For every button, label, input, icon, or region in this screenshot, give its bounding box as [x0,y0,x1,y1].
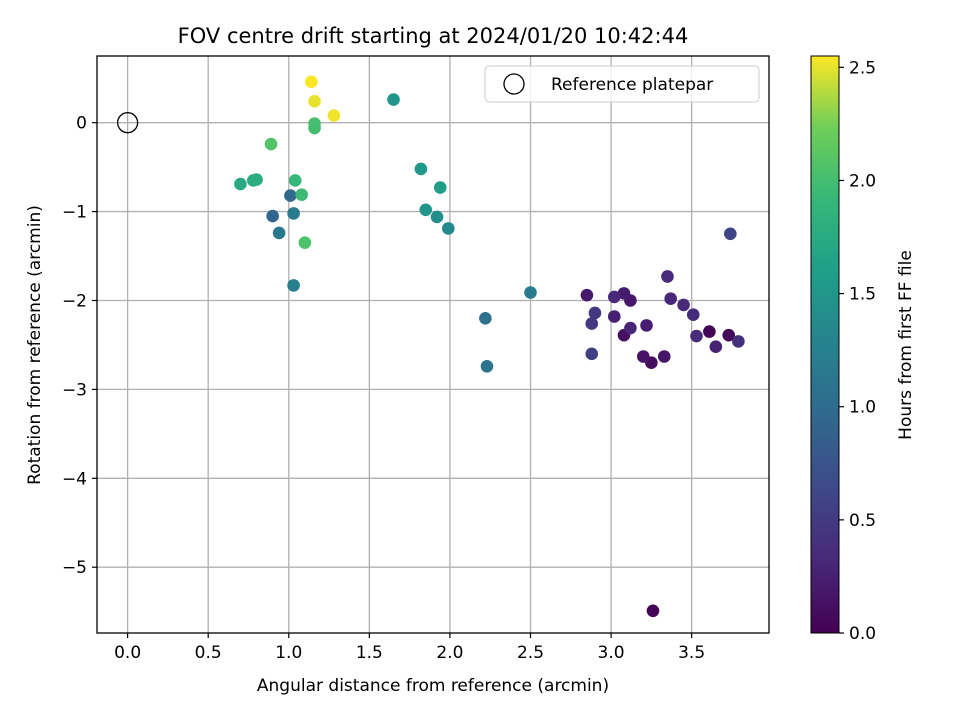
data-point [433,181,447,194]
data-point [442,222,455,235]
data-point [607,310,621,323]
data-point [288,174,302,187]
x-tick-label: 1.5 [356,643,383,663]
data-point [690,329,703,343]
x-tick-label: 0.0 [114,643,141,663]
x-tick-label: 0.5 [195,643,222,663]
x-tick-label: 2.5 [517,643,544,663]
colorbar: 0.0 0.5 1.0 1.5 2.0 2.5 Hours from first FF f… [810,55,916,644]
data-point [640,319,653,332]
colorbar-tick-label: 2.0 [849,171,876,191]
y-tick-label: 0 [76,114,87,134]
data-point [588,306,602,320]
data-point [308,121,321,135]
data-point [646,604,660,618]
data-point [637,350,650,363]
data-point [295,188,308,201]
data-point [524,286,537,299]
x-tick-label: 3.0 [598,643,625,663]
legend: Reference platepar [484,65,760,103]
data-point [686,308,700,322]
data-point [624,321,637,335]
data-point [305,75,318,89]
colorbar-label: Hours from first FF file [896,250,916,440]
data-point [580,288,594,302]
data-point [677,298,690,312]
y-axis: 0 −1 −2 −3 −4 −5 [62,114,97,578]
x-tick-label: 1.0 [275,643,302,663]
y-axis-label: Rotation from reference (arcmin) [25,205,45,485]
data-point [266,209,279,223]
data-point [732,335,745,348]
data-point [724,227,737,241]
x-axis: 0.0 0.5 1.0 1.5 2.0 2.5 3.0 3.5 [114,633,705,663]
reference-platepar-point [116,112,139,134]
data-point [722,328,736,342]
colorbar-tick-label: 2.5 [849,58,876,78]
colorbar-tick-label: 1.5 [849,285,876,305]
data-point [480,359,494,373]
data-point [387,93,400,106]
colorbar-ticks: 0.0 0.5 1.0 1.5 2.0 2.5 [839,58,876,644]
colorbar-tick-label: 0.0 [849,624,876,644]
legend-box [484,65,760,103]
data-point [430,210,444,224]
x-tick-label: 2.0 [436,643,463,663]
data-point [272,226,286,240]
y-tick-label: −3 [62,380,87,400]
data-point [607,290,621,304]
data-point [479,311,492,325]
colorbar-tick-label: 1.0 [849,398,876,418]
x-tick-label: 3.5 [678,643,705,663]
colorbar-gradient [810,55,840,634]
data-point [327,109,341,122]
data-point [298,236,312,250]
data-point [414,162,428,176]
legend-marker-reference [503,73,525,95]
data-point [287,207,300,220]
data-point [308,95,321,108]
colorbar-tick-label: 0.5 [849,511,876,531]
chart-title: FOV centre drift starting at 2024/01/20 … [178,24,689,48]
data-point [703,325,716,338]
data-points [116,75,745,618]
data-point [284,189,297,202]
data-point [250,173,263,186]
data-point [419,203,433,217]
data-point [234,177,247,191]
data-point [585,317,599,330]
y-tick-label: −4 [62,469,87,489]
y-tick-label: −5 [62,558,87,578]
data-point [585,347,599,361]
data-point [287,279,300,292]
y-tick-label: −1 [62,203,87,223]
x-axis-label: Angular distance from reference (arcmin) [257,676,609,696]
plot-frame [96,55,770,634]
data-point [661,270,674,283]
y-tick-label: −2 [62,291,87,311]
legend-label-reference: Reference platepar [551,75,713,95]
data-point [657,350,671,363]
data-point [264,137,278,151]
data-point [664,292,677,306]
data-point [709,340,723,354]
data-point [617,287,631,300]
grid [97,56,769,633]
